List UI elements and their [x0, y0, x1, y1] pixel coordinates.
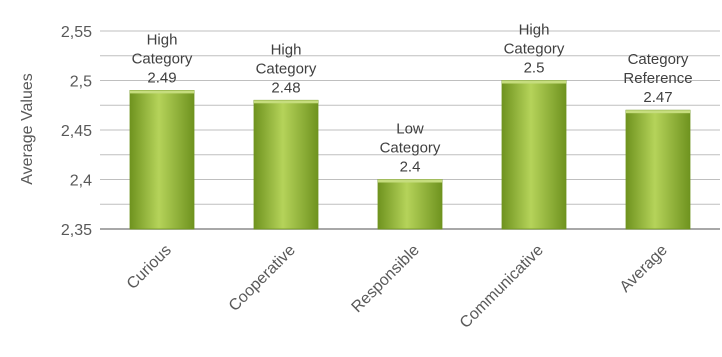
data-label: Reference — [623, 70, 692, 87]
data-label: High — [271, 41, 302, 58]
y-tick-label: 2,55 — [61, 24, 92, 41]
bars — [129, 80, 691, 230]
data-label: 2.47 — [643, 89, 672, 106]
bar-top-highlight — [378, 179, 442, 183]
data-label: 2.49 — [147, 69, 176, 86]
data-label: Category — [256, 60, 317, 77]
data-labels: High Category 2.49 High Category 2.48 Low Categ… — [132, 22, 693, 176]
bar-top-highlight — [626, 110, 690, 114]
bar-top-highlight — [502, 80, 566, 84]
data-label: 2.5 — [524, 60, 545, 77]
category-label: Communicative — [457, 242, 547, 332]
data-label: Category — [628, 51, 689, 68]
data-label: Category — [504, 41, 565, 58]
bar-top-highlight — [254, 100, 318, 104]
y-axis-ticks: 2,35 2,4 2,45 2,5 2,55 — [61, 24, 92, 239]
category-label: Responsible — [349, 242, 423, 316]
y-tick-label: 2,4 — [70, 173, 92, 190]
data-label: High — [147, 31, 178, 48]
bar — [129, 90, 195, 230]
bar — [625, 109, 691, 230]
bar — [501, 80, 567, 230]
data-label: 2.4 — [400, 159, 421, 176]
y-tick-label: 2,45 — [61, 123, 92, 140]
bar — [377, 179, 443, 230]
bar-top-highlight — [130, 90, 194, 94]
y-tick-label: 2,5 — [70, 74, 92, 91]
data-label: Category — [380, 140, 441, 157]
y-tick-label: 2,35 — [61, 222, 92, 239]
data-label: 2.48 — [271, 79, 300, 96]
data-label: Category — [132, 50, 193, 67]
category-label: Curious — [124, 242, 175, 293]
y-axis-title: Average Values — [19, 73, 36, 184]
data-label: Low — [396, 121, 424, 138]
category-labels: Curious Cooperative Responsible Communicati… — [124, 242, 671, 332]
data-label: High — [519, 22, 550, 39]
bar — [253, 99, 319, 230]
category-label: Cooperative — [226, 242, 299, 315]
category-label: Average — [617, 242, 671, 296]
